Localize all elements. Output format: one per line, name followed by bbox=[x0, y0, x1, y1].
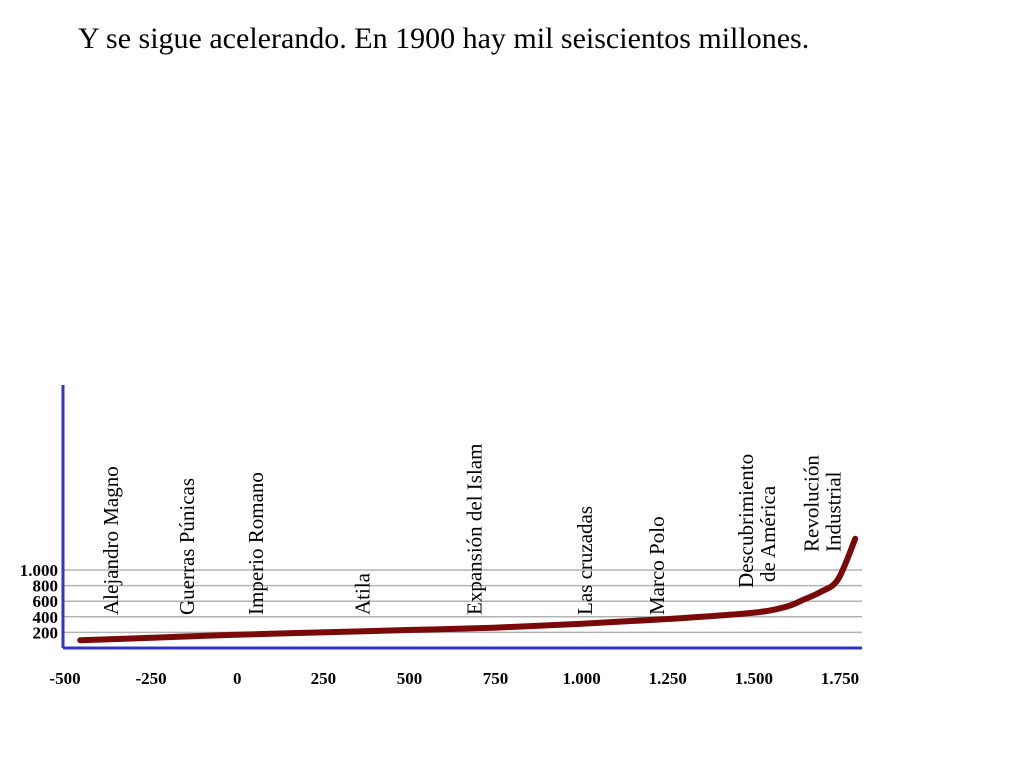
x-tick-label: 1.750 bbox=[821, 669, 859, 688]
x-tick-label: 0 bbox=[233, 669, 242, 688]
y-tick-label: 800 bbox=[33, 577, 59, 596]
x-tick-label: 1.500 bbox=[735, 669, 773, 688]
event-label: Alejandro Magno bbox=[99, 466, 123, 615]
x-tick-label: 1.000 bbox=[563, 669, 601, 688]
population-line bbox=[77, 535, 859, 644]
event-label: de América bbox=[756, 485, 780, 582]
axes bbox=[61, 385, 862, 650]
x-tick-label: 1.250 bbox=[649, 669, 687, 688]
event-label: Industrial bbox=[822, 471, 846, 552]
event-label: Guerras Púnicas bbox=[175, 478, 199, 615]
x-tick-label: -500 bbox=[49, 669, 80, 688]
y-tick-label: 1.000 bbox=[20, 561, 58, 580]
gridlines bbox=[63, 569, 862, 634]
x-tick-label: 500 bbox=[397, 669, 423, 688]
x-tick-label: 250 bbox=[311, 669, 337, 688]
event-label: Marco Polo bbox=[645, 516, 669, 615]
x-tick-labels: -500 -250 0 250 500 750 1.000 1.250 1.500 1.750 bbox=[49, 669, 859, 688]
event-label: Atila bbox=[351, 572, 375, 615]
slide-title: Y se sigue acelerando. En 1900 hay mil s… bbox=[78, 22, 810, 55]
series-line-0 bbox=[77, 535, 859, 644]
event-label: Expansión del Islam bbox=[463, 444, 487, 615]
y-tick-label: 600 bbox=[33, 592, 59, 611]
x-tick-label: -250 bbox=[136, 669, 167, 688]
y-tick-label: 200 bbox=[33, 623, 59, 642]
event-label: Las cruzadas bbox=[573, 506, 597, 615]
event-label: Descubrimiento bbox=[734, 454, 758, 588]
event-label: Revolución bbox=[800, 455, 824, 552]
event-annotations: Alejandro Magno Guerras Púnicas Imperio Ro… bbox=[99, 444, 845, 615]
x-tick-label: 750 bbox=[483, 669, 509, 688]
y-tick-label: 400 bbox=[33, 608, 59, 627]
event-label: Imperio Romano bbox=[244, 472, 268, 615]
